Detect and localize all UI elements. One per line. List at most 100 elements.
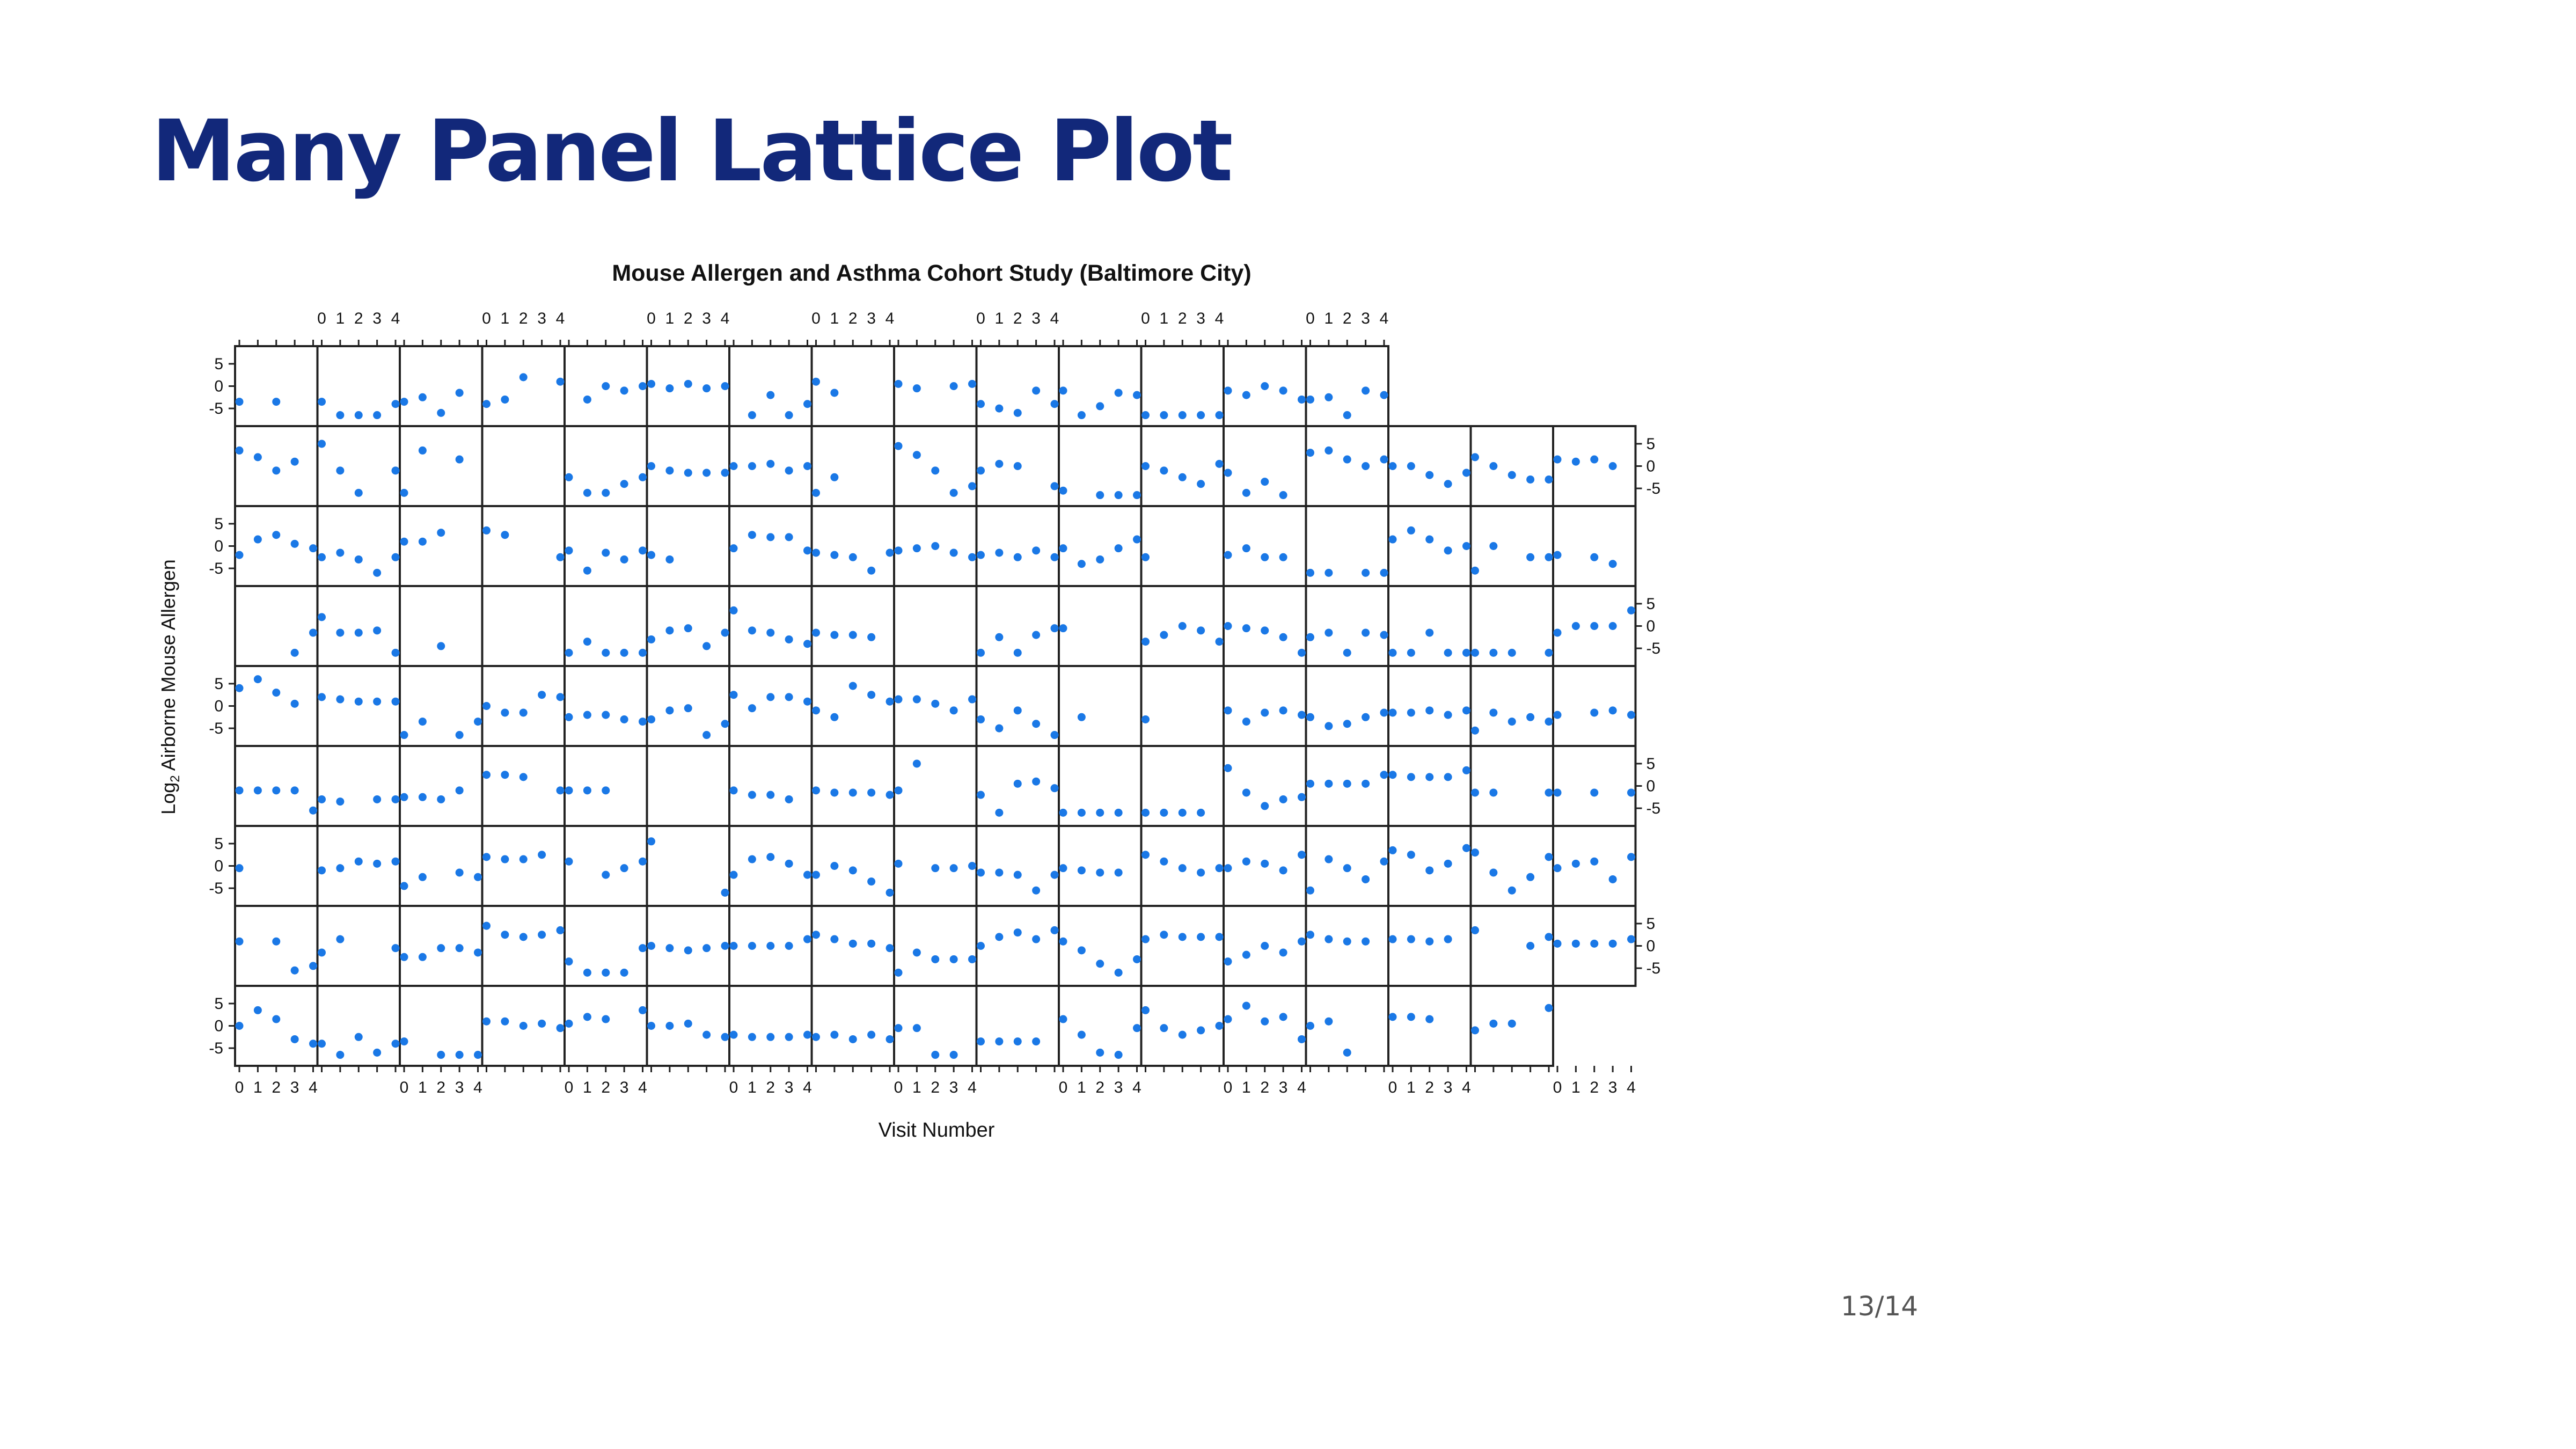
x-tick-label-bottom: 4	[803, 1079, 812, 1096]
data-point	[1133, 491, 1141, 500]
lattice-panel	[1552, 425, 1637, 507]
x-tick-label-top: 1	[995, 310, 1004, 327]
data-point	[1279, 553, 1287, 561]
x-tick-label-bottom: 0	[400, 1079, 409, 1096]
x-tick-label-top: 0	[482, 310, 491, 327]
data-point	[538, 851, 546, 859]
data-point	[1059, 864, 1067, 873]
data-point	[848, 866, 857, 875]
data-point	[848, 553, 857, 561]
data-point	[1407, 773, 1415, 781]
data-point	[1407, 648, 1415, 657]
data-point	[1141, 462, 1150, 470]
data-point	[556, 377, 565, 386]
data-point	[538, 1019, 546, 1028]
lattice-panel	[399, 505, 484, 587]
x-tick-label-bottom: 1	[912, 1079, 921, 1096]
data-point	[1590, 857, 1599, 866]
y-tick-label: 5	[214, 675, 223, 693]
data-point	[1306, 931, 1314, 939]
lattice-panel	[316, 505, 401, 587]
data-point	[912, 544, 921, 553]
lattice-panel	[1058, 585, 1143, 667]
data-point	[391, 400, 400, 408]
data-point	[665, 1022, 674, 1030]
data-point	[729, 942, 738, 950]
x-tick-label-top: 2	[684, 310, 693, 327]
data-point	[1077, 713, 1086, 721]
data-point	[1306, 568, 1314, 577]
data-point	[1425, 535, 1434, 544]
data-point	[1425, 471, 1434, 479]
data-point	[1553, 551, 1562, 559]
chart-title: Mouse Allergen and Asthma Cohort Study (…	[612, 260, 1251, 286]
data-point	[1242, 788, 1250, 797]
data-point	[1298, 793, 1306, 801]
lattice-panel	[1223, 745, 1307, 827]
lattice-panel	[646, 825, 730, 907]
data-point	[931, 542, 940, 550]
lattice-panel	[399, 665, 484, 747]
data-point	[830, 631, 839, 639]
lattice-panel	[1387, 825, 1472, 907]
data-point	[647, 942, 655, 950]
data-point	[748, 1033, 756, 1041]
data-point	[1507, 648, 1516, 657]
data-point	[400, 882, 408, 890]
data-point	[1224, 957, 1232, 966]
lattice-panel	[399, 825, 484, 907]
data-point	[647, 837, 655, 846]
x-tick-label-top: 1	[1324, 310, 1334, 327]
data-point	[1178, 933, 1187, 941]
data-point	[968, 862, 976, 870]
data-point	[702, 944, 711, 953]
data-point	[1545, 933, 1553, 941]
lattice-panel	[481, 665, 566, 747]
data-point	[912, 759, 921, 768]
data-point	[949, 548, 958, 557]
data-point	[1507, 718, 1516, 726]
data-point	[766, 459, 775, 468]
data-point	[272, 1015, 281, 1023]
data-point	[565, 957, 573, 966]
lattice-panel	[1469, 745, 1554, 827]
data-point	[1362, 779, 1370, 788]
data-point	[1013, 408, 1022, 417]
data-point	[1298, 851, 1306, 859]
lattice-panel	[399, 745, 484, 827]
data-point	[272, 398, 281, 406]
data-point	[1608, 622, 1617, 630]
data-point	[1224, 469, 1232, 477]
data-point	[1298, 648, 1306, 657]
data-point	[373, 795, 382, 803]
x-tick-label-bottom: 3	[785, 1079, 794, 1096]
x-tick-label-bottom: 4	[638, 1079, 647, 1096]
data-point	[400, 1037, 408, 1046]
data-point	[1444, 546, 1452, 555]
data-point	[1343, 720, 1351, 728]
data-point	[272, 689, 281, 697]
data-point	[1553, 711, 1562, 719]
lattice-panel	[1223, 425, 1307, 507]
lattice-panel	[728, 665, 813, 747]
data-point	[391, 1040, 400, 1048]
data-point	[437, 795, 445, 803]
data-point	[1362, 875, 1370, 883]
data-point	[1306, 1022, 1314, 1030]
x-tick-label-top: 2	[1343, 310, 1352, 327]
lattice-panel	[975, 825, 1060, 907]
data-point	[455, 868, 464, 877]
data-point	[391, 697, 400, 706]
data-point	[1306, 449, 1314, 457]
y-tick-label: 5	[214, 995, 223, 1013]
data-point	[1160, 1024, 1168, 1033]
data-point	[1059, 624, 1067, 633]
data-point	[1306, 633, 1314, 641]
data-point	[620, 968, 628, 977]
y-tick-label: 0	[214, 538, 223, 555]
lattice-panel	[1387, 505, 1472, 587]
data-point	[1425, 866, 1434, 875]
data-point	[702, 642, 711, 650]
lattice-panel	[1305, 665, 1389, 747]
lattice-panel	[564, 505, 648, 587]
